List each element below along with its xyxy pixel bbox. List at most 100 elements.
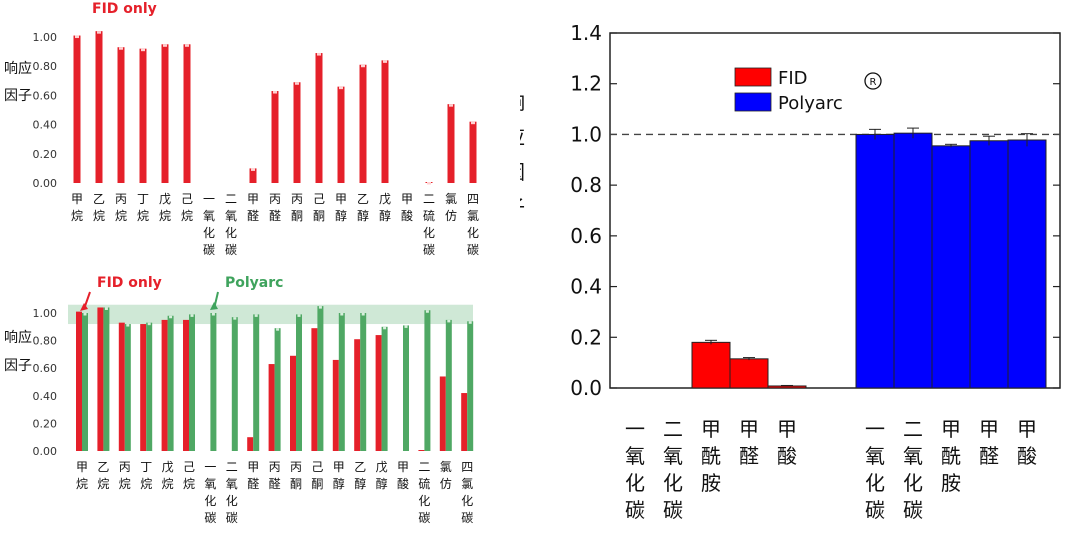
bar-fid bbox=[311, 328, 318, 451]
bar-fid bbox=[290, 355, 296, 451]
polyarc-arrow-head bbox=[210, 302, 218, 310]
bar-polyarc bbox=[360, 313, 367, 451]
category-label: 乙烷 bbox=[97, 460, 109, 491]
category-label-char: 戊 bbox=[159, 192, 171, 206]
category-label-char: 烷 bbox=[76, 477, 88, 491]
category-label-char: 化 bbox=[204, 494, 216, 508]
registered-mark-circle bbox=[864, 72, 882, 90]
category-label-char: 丙 bbox=[269, 192, 281, 206]
registered-mark: R bbox=[870, 77, 877, 88]
category-label-char: 甲 bbox=[76, 460, 88, 474]
bar-polyarc bbox=[146, 322, 153, 451]
y-axis-label-char: 子 bbox=[520, 195, 525, 219]
category-label-char: 己 bbox=[311, 460, 323, 474]
category-label-char: 碳 bbox=[865, 498, 885, 522]
category-label: 丙酮 bbox=[290, 460, 302, 491]
category-label-char: 碳 bbox=[461, 511, 473, 525]
bar-fid bbox=[76, 311, 82, 451]
category-label-char: 醇 bbox=[335, 208, 347, 223]
y-tick-label: 1.0 bbox=[570, 122, 602, 146]
bar-fid bbox=[97, 307, 104, 451]
category-label: 乙醇 bbox=[354, 460, 366, 491]
y-axis-label-line1: 响应 bbox=[4, 329, 32, 346]
category-label-char: 一 bbox=[625, 417, 645, 441]
bar-error-cap bbox=[141, 48, 145, 52]
category-label-char: 化 bbox=[865, 471, 885, 495]
bar-error-cap bbox=[254, 314, 258, 317]
category-label-char: 丁 bbox=[137, 192, 149, 206]
category-label-char: 甲 bbox=[979, 417, 999, 441]
category-label: 丙烷 bbox=[115, 192, 127, 223]
bar-fid bbox=[118, 322, 125, 451]
category-label-char: 己 bbox=[313, 192, 325, 206]
category-label: 己烷 bbox=[181, 192, 193, 223]
bar-error-cap bbox=[427, 182, 431, 185]
bar bbox=[139, 48, 147, 184]
category-label-char: 醛 bbox=[247, 476, 259, 491]
bar-polyarc bbox=[296, 314, 302, 451]
category-label-char: 烷 bbox=[97, 477, 109, 491]
y-axis-label-char: 响 bbox=[520, 90, 525, 114]
category-label-char: 己 bbox=[181, 192, 193, 206]
bar-error-cap bbox=[447, 319, 451, 323]
category-label-char: 甲 bbox=[777, 417, 797, 441]
bar-fid bbox=[418, 450, 425, 451]
category-label-char: 甲 bbox=[397, 460, 409, 474]
y-tick-label: 0.2 bbox=[570, 325, 602, 349]
bar bbox=[117, 47, 125, 183]
category-label-char: 烷 bbox=[71, 209, 83, 223]
y-tick-label: 0.60 bbox=[33, 89, 58, 102]
category-label: 戊醇 bbox=[376, 460, 388, 491]
category-label-char: 己 bbox=[183, 460, 195, 474]
category-label-char: 氯 bbox=[467, 209, 479, 223]
bar-error-cap bbox=[97, 31, 101, 34]
category-label-char: 化 bbox=[225, 226, 237, 240]
bar-polyarc bbox=[124, 324, 131, 451]
y-tick-label: 0.80 bbox=[33, 335, 58, 348]
bar-error-cap bbox=[163, 44, 167, 47]
category-label-char: 仿 bbox=[445, 209, 457, 223]
y-tick-label: 0.4 bbox=[570, 275, 602, 299]
y-tick-label: 0.20 bbox=[33, 417, 58, 430]
category-label-char: 一 bbox=[865, 417, 885, 441]
category-label-char: 二 bbox=[418, 460, 430, 474]
category-label: 乙烷 bbox=[93, 192, 105, 223]
bar-polyarc bbox=[210, 313, 217, 451]
category-label-char: 化 bbox=[625, 471, 645, 495]
polyarc-annotation: Polyarc bbox=[225, 275, 283, 291]
category-label-char: 氧 bbox=[663, 444, 683, 468]
category-label-char: 碳 bbox=[226, 511, 238, 525]
category-label-char: 酮 bbox=[290, 477, 302, 491]
category-label-char: 碳 bbox=[423, 243, 435, 257]
bar-polyarc bbox=[381, 326, 388, 451]
category-label-char: 碳 bbox=[203, 243, 215, 257]
category-label-char: 醇 bbox=[354, 476, 366, 491]
category-label-char: 化 bbox=[461, 494, 473, 508]
category-label: 甲醇 bbox=[335, 192, 347, 223]
category-label-char: 氧 bbox=[865, 444, 885, 468]
y-tick-label: 1.2 bbox=[570, 72, 602, 96]
category-label-char: 醇 bbox=[357, 208, 369, 223]
bar-error-cap bbox=[404, 325, 408, 328]
category-label-char: 烷 bbox=[181, 209, 193, 223]
bar bbox=[469, 121, 477, 183]
bar-fid bbox=[183, 319, 189, 451]
category-label-char: 酸 bbox=[397, 476, 409, 491]
bar-fid bbox=[729, 358, 769, 389]
bar-error-cap bbox=[273, 91, 277, 94]
bar-polyarc bbox=[445, 319, 452, 451]
category-label-char: 酮 bbox=[313, 209, 325, 223]
bar-polyarc bbox=[969, 140, 1009, 389]
bar-fid bbox=[461, 393, 468, 451]
category-label-char: 碳 bbox=[663, 498, 683, 522]
category-label-char: 乙 bbox=[97, 460, 109, 474]
target-band bbox=[68, 304, 473, 325]
category-label-char: 胺 bbox=[941, 471, 961, 495]
y-tick-label: 1.00 bbox=[33, 31, 58, 44]
bar-error-cap bbox=[340, 313, 344, 316]
bar bbox=[337, 86, 345, 183]
bar-error-cap bbox=[449, 104, 453, 107]
bar bbox=[183, 44, 191, 183]
plot-frame bbox=[609, 32, 1061, 389]
